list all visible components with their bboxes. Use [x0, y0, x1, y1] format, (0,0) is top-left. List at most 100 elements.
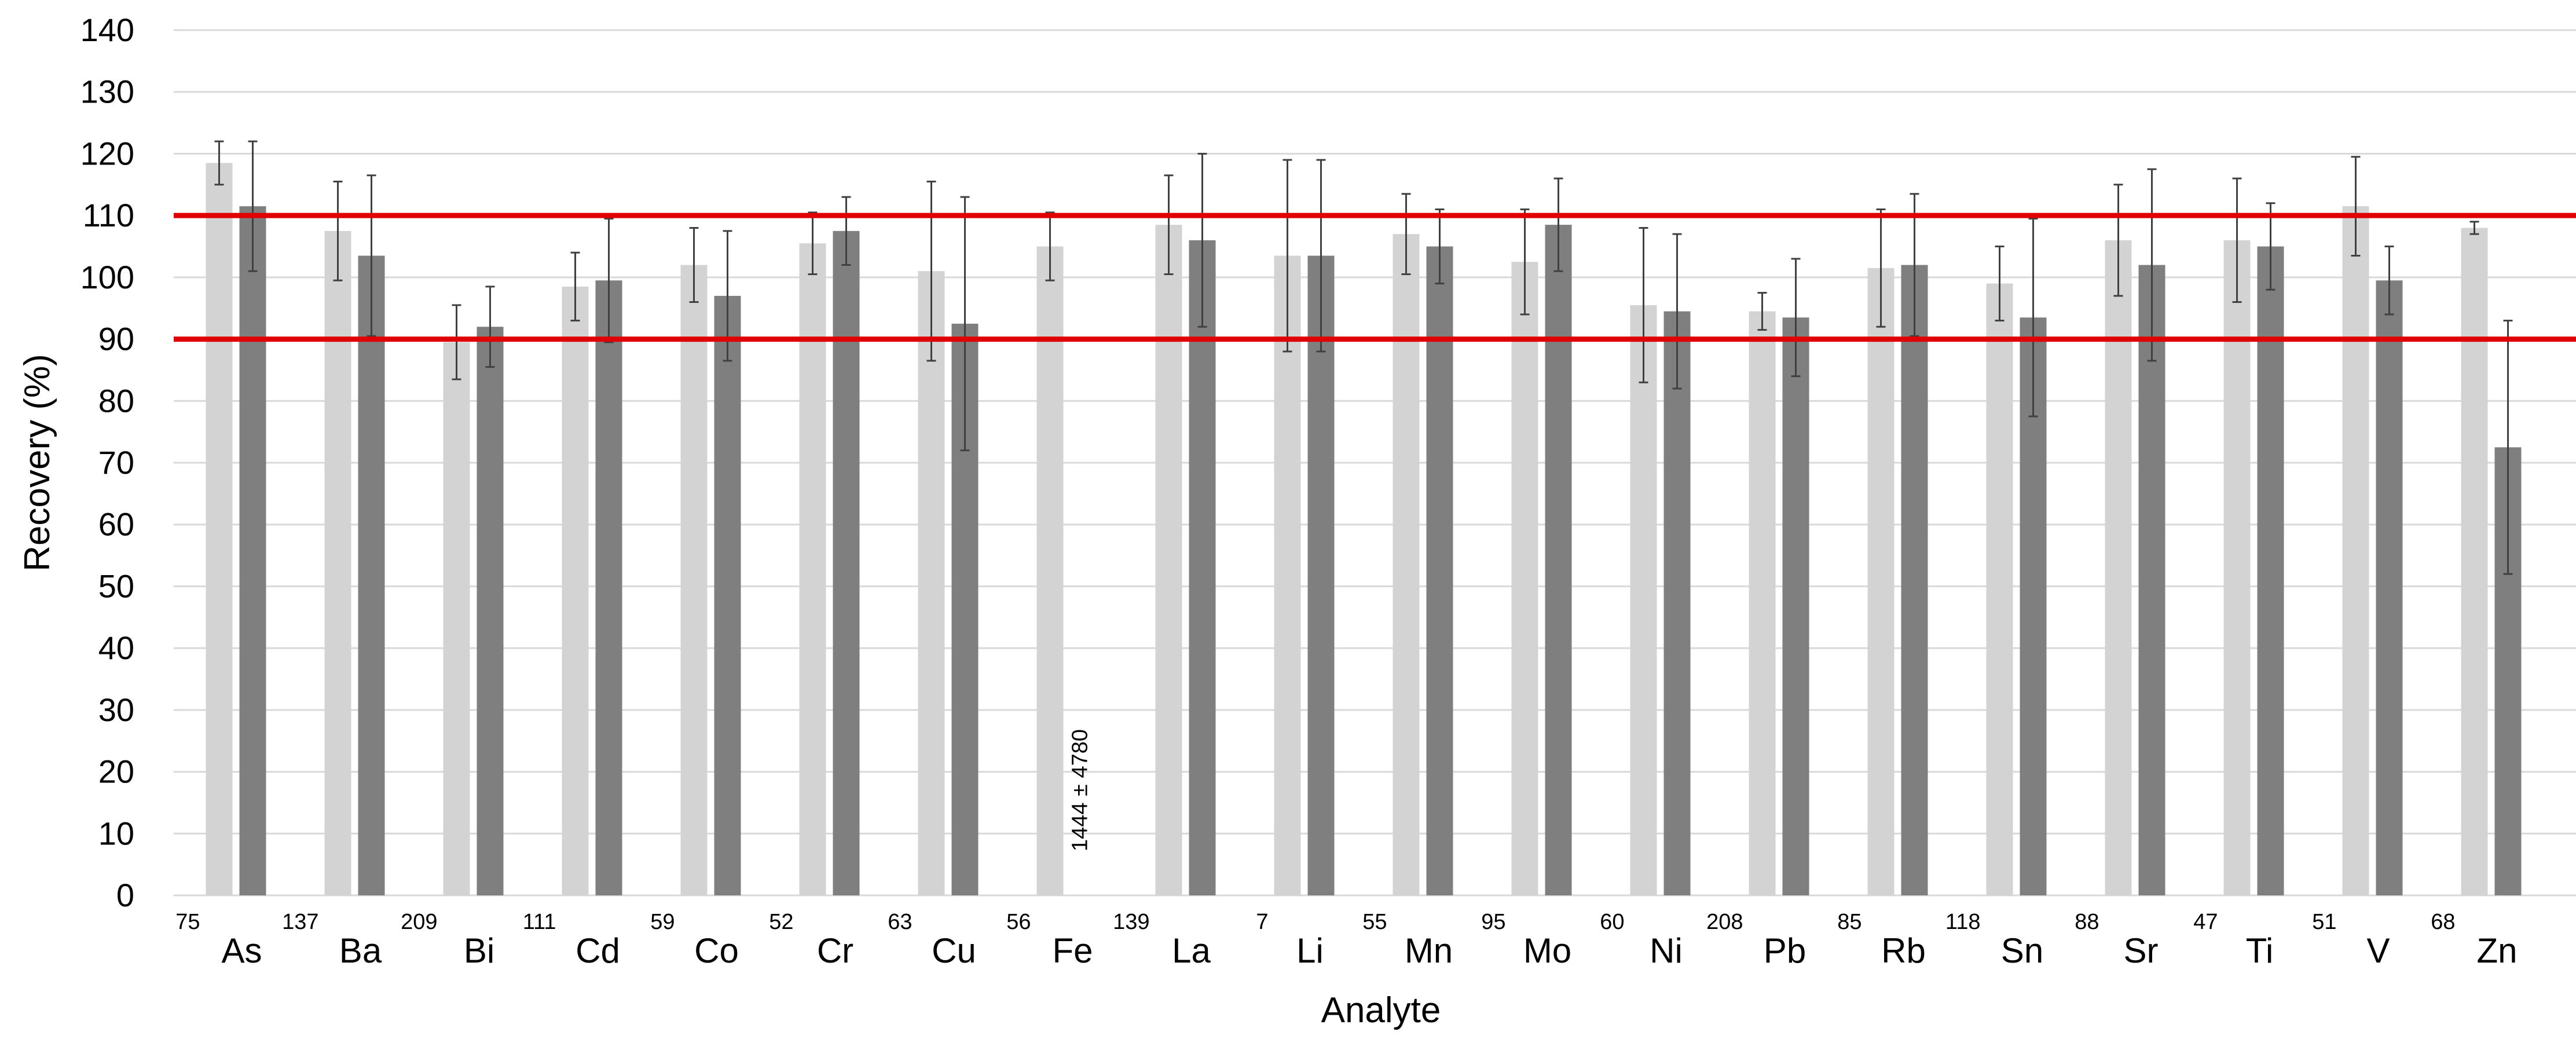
error-bar-series1-Cu [926, 180, 936, 362]
bar-series2-Pb [1782, 317, 1809, 895]
isotope-label: 137 [282, 910, 318, 934]
bar-series1-Li [1274, 255, 1301, 896]
isotope-label: 75 [175, 910, 200, 934]
annotation-Fe: 1444 ± 4780 [1068, 729, 1093, 851]
isotope-label: 208 [1706, 910, 1743, 934]
error-bar-series1-Ni [1639, 226, 1648, 383]
error-bar-series2-Ni [1672, 233, 1682, 390]
y-tick-label: 30 [98, 692, 134, 728]
error-bar-series2-Mo [1553, 177, 1563, 272]
isotope-label: 59 [650, 910, 675, 934]
error-bar-series1-Ti [2232, 177, 2242, 303]
isotope-label: 88 [2075, 910, 2099, 934]
error-bar-series1-Zn [2469, 221, 2479, 235]
y-tick-label: 70 [98, 444, 134, 481]
bar-series2-Cd [595, 280, 622, 895]
isotope-label: 85 [1837, 910, 1862, 934]
x-category-label: Co [694, 931, 739, 970]
bar-series1-Cd [562, 286, 589, 896]
x-category-label: Ba [339, 931, 382, 970]
y-tick-label: 80 [98, 382, 134, 419]
bar-series1-Fe [1036, 246, 1064, 895]
bar-series1-As [206, 163, 233, 896]
isotope-label: 51 [2312, 910, 2336, 934]
bar-series1-La [1155, 225, 1182, 895]
error-bar-series1-Cr [808, 211, 818, 276]
x-category-label: Cd [576, 931, 620, 970]
bars [206, 163, 2522, 896]
error-bar-series1-Pb [1757, 292, 1767, 331]
x-category-label: La [1172, 931, 1211, 970]
x-category-label: Ni [1650, 931, 1683, 970]
bar-series1-Cu [918, 271, 945, 896]
error-bar-series2-Cr [841, 196, 851, 266]
y-tick-label: 10 [98, 815, 134, 851]
error-bar-series2-Mn [1435, 208, 1445, 285]
error-bar-series1-La [1164, 174, 1174, 276]
x-category-label: Sn [2001, 931, 2043, 970]
bar-series1-Sr [2105, 240, 2132, 895]
error-bar-series1-Cd [570, 251, 580, 322]
grid-layer [174, 29, 2576, 897]
y-tick-label: 90 [98, 321, 134, 357]
isotope-label: 95 [1481, 910, 1505, 934]
x-category-label: Cu [932, 931, 976, 970]
x-category-label: Mo [1523, 931, 1571, 970]
reference-lines [174, 213, 2576, 342]
error-bar-series1-Co [689, 226, 699, 303]
x-category-label: Bi [464, 931, 494, 970]
y-tick-label: 110 [83, 197, 134, 233]
x-category-label: Fe [1052, 931, 1093, 970]
error-bar-series2-La [1197, 152, 1207, 328]
isotope-label: 56 [1006, 910, 1031, 934]
error-bar-series2-Bi [485, 286, 495, 368]
x-category-label: Zn [2476, 931, 2517, 970]
y-tick-label: 100 [80, 259, 134, 295]
bar-series1-Rb [1867, 268, 1895, 896]
x-category-label: Mn [1405, 931, 1453, 970]
x-category-label: Sr [2124, 931, 2159, 970]
bar-series2-Li [1307, 255, 1335, 896]
error-bar-series1-Rb [1876, 208, 1886, 328]
isotope-label: 139 [1113, 910, 1149, 934]
y-tick-label: 50 [98, 568, 134, 604]
bar-series2-Sr [2138, 265, 2165, 895]
bar-series1-Ti [2223, 240, 2251, 895]
bar-series2-Mn [1426, 246, 1453, 895]
error-bar-series1-Sr [2113, 184, 2123, 297]
bar-series2-La [1189, 240, 1216, 895]
y-tick-label: 0 [116, 877, 134, 913]
error-bar-series1-Sn [1995, 246, 2005, 322]
error-bar-series2-Ba [367, 174, 376, 337]
x-category-label: Rb [1881, 931, 1926, 970]
error-bar-series1-Fe [1045, 211, 1055, 281]
y-tick-label: 60 [98, 506, 134, 543]
bar-series1-Co [680, 265, 708, 895]
isotope-label: 68 [2431, 910, 2455, 934]
y-tick-label: 20 [98, 753, 134, 790]
bar-series2-Mo [1545, 225, 1572, 895]
x-category-label: Li [1296, 931, 1324, 970]
error-bar-series2-Sn [2028, 217, 2038, 418]
bar-series2-V [2376, 280, 2403, 895]
error-bar-series1-Mo [1520, 208, 1530, 316]
bar-series1-Bi [443, 342, 470, 895]
bar-series2-Ti [2257, 246, 2284, 895]
y-tick-label: 130 [80, 74, 134, 110]
error-bar-series2-Li [1316, 159, 1326, 353]
x-axis-title: Analyte [1321, 990, 1441, 1030]
bar-series1-Mn [1393, 234, 1420, 896]
y-tick-labels: 0 10 20 30 40 50 60 70 80 90 100 110 120 130 140 [80, 12, 134, 913]
bar-series1-V [2342, 206, 2369, 895]
x-category-labels: As 75 Ba 137 Bi 209 Cd 111 Co 59 Cr 52 Cu 63 Fe 56 La 139… [175, 910, 2517, 970]
bar-series1-Mo [1511, 262, 1538, 895]
error-bar-series2-Cu [960, 196, 970, 452]
bar-series2-Cr [833, 231, 860, 896]
bar-series1-Cr [799, 243, 826, 895]
bar-series2-Ba [358, 255, 385, 896]
error-bar-series1-V [2351, 156, 2361, 257]
y-tick-label: 140 [80, 12, 134, 48]
isotope-label: 209 [401, 910, 437, 934]
